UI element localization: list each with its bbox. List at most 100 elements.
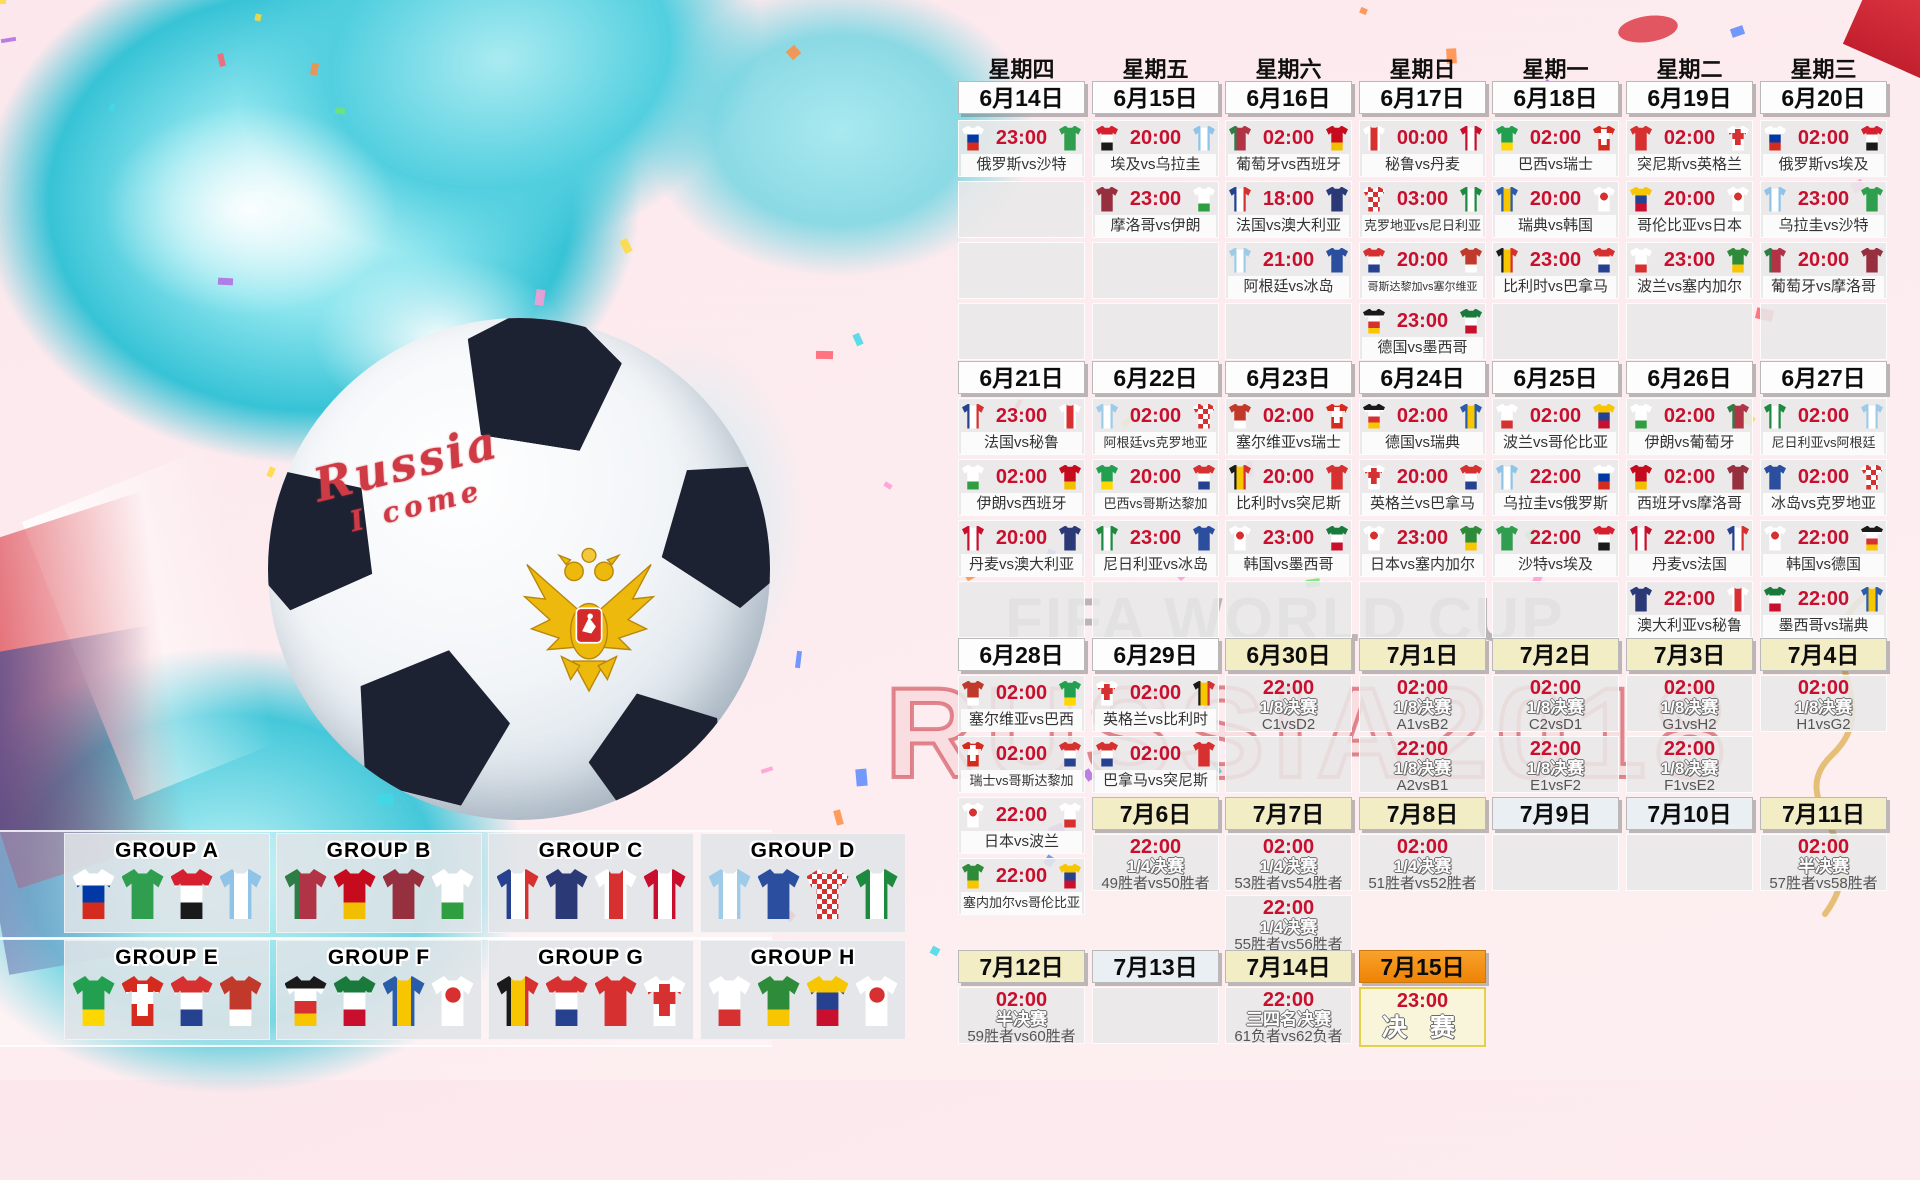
match-time: 23:00 [1129, 526, 1182, 549]
match-name: 巴西vs瑞士 [1495, 154, 1616, 176]
knockout-time: 02:00 [1529, 677, 1582, 699]
match-time: 02:00 [995, 742, 1048, 765]
match-name: 乌拉圭vs俄罗斯 [1495, 493, 1616, 515]
match-name: 塞内加尔vs哥伦比亚 [961, 892, 1082, 914]
match-time-row: 02:00 [1093, 399, 1218, 431]
team-jersey [1193, 680, 1215, 706]
knockout-cell: 22:00 1/8决赛 A2vsB1 [1359, 736, 1486, 794]
match-cell: 02:00 阿根廷vs克罗地亚 [1092, 398, 1219, 455]
team-jersey [1593, 525, 1615, 551]
match-cell: 20:00 英格兰vs巴拿马 [1359, 459, 1486, 516]
empty-cell [1092, 987, 1219, 1044]
match-name: 葡萄牙vs摩洛哥 [1763, 276, 1884, 298]
team-jersey [1059, 403, 1081, 429]
team-jersey [1363, 464, 1385, 490]
team-jersey [962, 802, 984, 828]
match-time-row: 18:00 [1226, 182, 1351, 214]
team-jersey [1096, 186, 1118, 212]
team-jersey [1363, 125, 1385, 151]
match-name: 比利时vs突尼斯 [1228, 493, 1349, 515]
team-jersey [962, 403, 984, 429]
match-name: 阿根廷vs冰岛 [1228, 276, 1349, 298]
match-name: 伊朗vs葡萄牙 [1629, 432, 1750, 454]
match-time-row: 23:00 [1761, 182, 1886, 214]
team-jersey [1363, 308, 1385, 334]
team-jersey [1229, 525, 1251, 551]
date-button: 7月10日 [1626, 797, 1753, 830]
match-name: 法国vs澳大利亚 [1228, 215, 1349, 237]
match-time-row: 23:00 [1627, 243, 1752, 275]
match-cell: 23:00 法国vs秘鲁 [958, 398, 1085, 455]
match-time-row: 22:00 [959, 798, 1084, 830]
knockout-cell: 22:00 1/4决赛 55胜者vs56胜者 [1225, 895, 1352, 953]
match-time-row: 22:00 [1627, 521, 1752, 553]
match-time: 23:00 [1529, 248, 1582, 271]
match-time: 02:00 [1129, 681, 1182, 704]
match-time: 23:00 [1396, 526, 1449, 549]
match-cell: 20:00 丹麦vs澳大利亚 [958, 520, 1085, 577]
team-jersey [1363, 525, 1385, 551]
date-button: 7月14日 [1225, 950, 1352, 983]
knockout-cell: 02:00 1/4决赛 51胜者vs52胜者 [1359, 834, 1486, 892]
knockout-time: 02:00 [1262, 836, 1315, 858]
knockout-participants: 53胜者vs54胜者 [1234, 875, 1343, 892]
team-jersey [1096, 741, 1118, 767]
match-time: 02:00 [1797, 465, 1850, 488]
empty-cell [1760, 303, 1887, 360]
team-jersey [1593, 125, 1615, 151]
date-button: 6月26日 [1626, 361, 1753, 394]
match-time-row: 20:00 [1493, 182, 1618, 214]
team-jersey [1764, 247, 1786, 273]
knockout-cell: 02:00 1/8决赛 G1vsH2 [1626, 675, 1753, 733]
team-jersey [1460, 464, 1482, 490]
match-time: 20:00 [995, 526, 1048, 549]
match-time-row: 23:00 [1226, 521, 1351, 553]
team-jersey [1496, 247, 1518, 273]
match-cell: 23:00 尼日利亚vs冰岛 [1092, 520, 1219, 577]
match-name: 西班牙vs摩洛哥 [1629, 493, 1750, 515]
team-jersey [1363, 247, 1385, 273]
match-time: 00:00 [1396, 126, 1449, 149]
match-cell: 22:00 丹麦vs法国 [1626, 520, 1753, 577]
empty-cell [1092, 581, 1219, 638]
knockout-stage: 1/8决赛 [1393, 698, 1452, 717]
knockout-participants: 55胜者vs56胜者 [1234, 936, 1343, 953]
match-cell: 02:00 尼日利亚vs阿根廷 [1760, 398, 1887, 455]
knockout-cell: 02:00 1/8决赛 A1vsB2 [1359, 675, 1486, 733]
team-jersey [1764, 586, 1786, 612]
date-button: 6月25日 [1492, 361, 1619, 394]
team-jersey [1496, 525, 1518, 551]
date-button: 6月14日 [958, 81, 1085, 114]
knockout-stage: 1/8决赛 [1660, 759, 1719, 778]
group-name: GROUP E [115, 946, 219, 969]
match-cell: 22:00 塞内加尔vs哥伦比亚 [958, 858, 1085, 915]
match-cell: 03:00 克罗地亚vs尼日利亚 [1359, 181, 1486, 238]
match-cell: 18:00 法国vs澳大利亚 [1225, 181, 1352, 238]
knockout-participants: 57胜者vs58胜者 [1769, 875, 1878, 892]
team-jersey [1326, 525, 1348, 551]
knockout-cell: 22:00 1/8决赛 E1vsF2 [1492, 736, 1619, 794]
team-jersey [1727, 186, 1749, 212]
knockout-time: 22:00 [1396, 738, 1449, 760]
match-time-row: 20:00 [1761, 243, 1886, 275]
match-time-row: 02:00 [1493, 399, 1618, 431]
knockout-time: 02:00 [1663, 677, 1716, 699]
team-jersey [1727, 464, 1749, 490]
team-jersey [1363, 186, 1385, 212]
group-box: GROUP G [488, 940, 694, 1040]
team-jersey [1096, 125, 1118, 151]
match-name: 德国vs瑞典 [1362, 432, 1483, 454]
team-jersey [1593, 464, 1615, 490]
match-name: 德国vs墨西哥 [1362, 337, 1483, 359]
team-jersey [1630, 525, 1652, 551]
match-time-row: 20:00 [1360, 243, 1485, 275]
match-cell: 23:00 波兰vs塞内加尔 [1626, 242, 1753, 299]
empty-cell [958, 242, 1085, 299]
team-jersey [1193, 741, 1215, 767]
match-time: 02:00 [995, 681, 1048, 704]
team-jersey [1630, 586, 1652, 612]
match-name: 沙特vs埃及 [1495, 554, 1616, 576]
date-button: 6月17日 [1359, 81, 1486, 114]
match-time-row: 02:00 [1761, 121, 1886, 153]
match-time: 23:00 [1262, 526, 1315, 549]
